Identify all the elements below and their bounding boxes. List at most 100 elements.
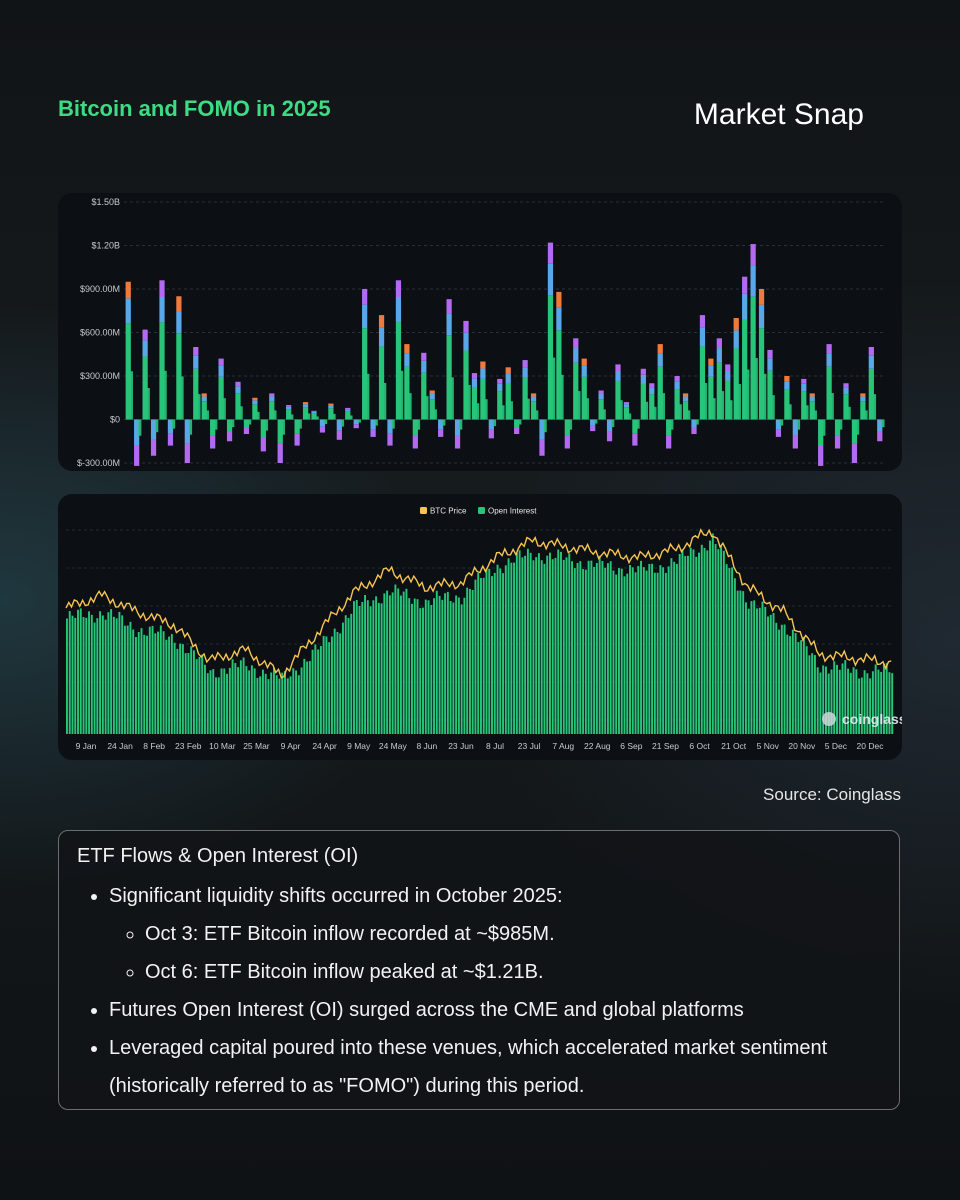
oi-bar: [245, 666, 248, 734]
oi-bar: [369, 606, 372, 734]
x-tick-label: 8 Jul: [486, 741, 504, 751]
x-tick-label: 5 Dec: [825, 741, 848, 751]
x-tick-label: 20 Dec: [857, 741, 885, 751]
oi-bar: [159, 625, 162, 734]
flow-bar-minor: [619, 400, 623, 420]
oi-bar: [300, 667, 303, 734]
flow-bar-minor: [526, 398, 530, 420]
x-tick-label: 24 May: [379, 741, 408, 751]
flow-bar-minor: [636, 419, 640, 429]
flow-bar: [666, 419, 672, 449]
oi-bar: [295, 670, 298, 734]
oi-bar: [165, 639, 168, 734]
oi-bar: [416, 599, 419, 734]
flow-bar: [640, 368, 646, 420]
flow-bar-minor: [264, 419, 269, 431]
oi-bar: [664, 572, 667, 734]
flow-bar-minor: [222, 398, 226, 420]
coinglass-watermark: coinglass: [822, 711, 902, 727]
oi-bar: [836, 664, 838, 734]
flow-bar-minor: [788, 404, 792, 420]
oi-bar: [449, 600, 452, 734]
oi-bar: [549, 552, 551, 734]
oi-bar: [855, 669, 858, 734]
x-tick-label: 20 Nov: [788, 741, 816, 751]
oi-bar: [333, 628, 336, 734]
oi-bar: [833, 661, 836, 734]
x-tick-label: 6 Oct: [689, 741, 710, 751]
flow-bar-minor: [442, 419, 446, 426]
x-tick-label: 21 Oct: [721, 741, 747, 751]
flow-bar-minor: [737, 383, 741, 420]
flow-bar: [184, 419, 190, 463]
oi-bar: [496, 564, 499, 734]
flow-bar-minor: [780, 419, 784, 426]
oi-bar: [433, 598, 436, 734]
flow-bar: [868, 347, 874, 420]
flow-bar-minor: [704, 382, 708, 420]
flow-bar-minor: [518, 419, 522, 425]
oi-bar: [336, 631, 339, 734]
list-item: Futures Open Interest (OI) surged across…: [109, 991, 881, 1029]
flow-bar: [277, 419, 283, 463]
oi-bar: [457, 597, 460, 734]
oi-bar: [143, 634, 146, 734]
flow-bar-minor: [712, 398, 716, 420]
oi-bar: [204, 664, 206, 734]
oi-bar: [885, 663, 888, 734]
oi-bar: [146, 635, 148, 734]
oi-bar: [720, 545, 723, 734]
flow-bar-minor: [492, 419, 497, 427]
oi-bar: [687, 555, 689, 734]
oi-bar: [328, 642, 331, 734]
oi-bar: [140, 628, 143, 734]
oi-bar: [640, 560, 643, 734]
flow-bar: [877, 419, 883, 442]
flow-bar-minor: [205, 410, 209, 420]
oi-bar: [460, 604, 463, 734]
oi-bar: [778, 629, 781, 734]
oi-bar: [813, 655, 816, 734]
oi-bar: [576, 562, 579, 734]
flow-bar-minor: [644, 401, 649, 420]
flow-bar: [319, 419, 326, 433]
oi-bar: [645, 570, 648, 734]
oi-bar: [477, 573, 480, 734]
flow-bar-minor: [163, 370, 167, 420]
oi-bar: [123, 625, 126, 734]
oi-bar: [706, 550, 709, 734]
oi-bar: [391, 592, 394, 734]
flow-bar-minor: [796, 419, 801, 430]
oi-bar: [383, 593, 386, 734]
oi-bar: [179, 643, 182, 734]
oi-bar: [882, 664, 885, 734]
oi-bar: [629, 564, 631, 734]
flow-bar: [674, 376, 680, 420]
oi-bar: [435, 590, 438, 734]
flow-bar: [851, 419, 858, 463]
oi-bar: [99, 611, 102, 734]
oi-bar: [775, 622, 778, 734]
oi-bar: [408, 598, 411, 734]
oi-bar: [358, 605, 361, 734]
oi-bar: [361, 601, 364, 734]
oi-bar: [871, 671, 874, 734]
oi-bar: [413, 598, 416, 734]
oi-bar: [891, 673, 894, 734]
oi-bar: [308, 661, 311, 734]
flow-bar-minor: [771, 395, 775, 420]
oi-bar: [419, 608, 422, 734]
oi-bar: [877, 669, 880, 734]
oi-bar: [314, 644, 317, 734]
oi-bar: [162, 631, 165, 734]
oi-bar: [623, 576, 626, 734]
oi-bar: [422, 607, 424, 734]
oi-bar: [441, 599, 444, 734]
oi-bar: [825, 666, 827, 734]
oi-bar: [286, 678, 289, 734]
oi-bar: [786, 634, 789, 734]
oi-bar: [847, 668, 850, 734]
oi-bar: [198, 656, 201, 734]
oi-bar: [317, 649, 320, 734]
oi-bar: [226, 673, 229, 734]
